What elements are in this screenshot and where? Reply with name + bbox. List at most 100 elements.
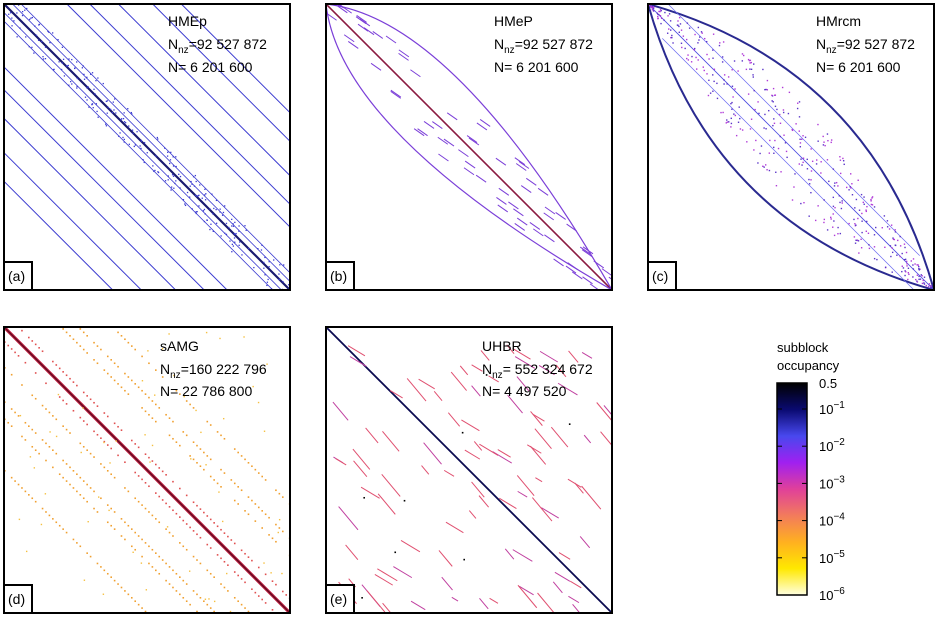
nonzero-block [148,413,150,416]
nonzero-block [10,425,13,427]
nonzero-block [726,119,728,121]
nonzero-segment [514,356,536,369]
nonzero-block [172,586,174,589]
nonzero-block [72,409,75,412]
nonzero-segment [497,204,509,213]
nonzero-block [720,111,722,114]
nonzero-block [141,504,143,506]
nonzero-block [82,480,85,482]
nonzero-segment [459,365,469,376]
nonzero-block [908,273,910,276]
nonzero-block [810,191,812,194]
nonzero-block [257,248,259,250]
nonzero-block [169,162,171,165]
nonzero-segment [66,4,290,228]
nonzero-block [735,134,738,137]
colorbar-tick-label: 10−3 [819,474,845,491]
nonzero-block [166,526,169,528]
nonzero-segment [538,364,555,376]
nonzero-block [137,446,140,449]
nonzero-block [172,509,174,512]
nonzero-block [678,16,681,19]
nonzero-block [124,372,126,375]
nonzero-block [82,407,84,409]
nonzero-block [678,25,680,28]
nonzero-block [100,497,102,500]
nonzero-block [175,180,177,182]
nonzero-block [860,238,862,241]
nonzero-block [694,33,696,36]
lower-envelope [326,4,612,290]
nonzero-block [237,600,239,603]
nonzero-block [857,240,860,242]
nonzero-block [172,420,174,423]
nonzero-block [830,141,832,144]
nonzero-block [774,105,777,108]
nonzero-block [111,111,114,114]
nonzero-block [903,243,906,245]
nonzero-block [808,215,810,217]
nonzero-segment [514,223,526,231]
nonzero-block [196,444,198,447]
nonzero-segment [382,602,392,613]
nonzero-block [863,203,865,205]
nonzero-block [866,205,868,208]
nonzero-block [168,417,171,419]
nonzero-block [203,220,206,223]
nonzero-block [223,586,226,589]
nonzero-block [106,415,109,418]
nonzero-block [731,101,733,104]
nonzero-block [824,144,826,147]
n-label: N= 6 201 600 [816,59,901,75]
nonzero-block [816,159,818,161]
nonzero-block [750,118,753,120]
nonzero-block [227,535,229,538]
nonzero-block [128,125,130,127]
nonzero-block [165,413,167,416]
nonzero-block [76,341,78,344]
nonzero-block [223,472,226,474]
nonzero-block [62,328,64,330]
nonzero-block [124,521,126,524]
nonzero-block [271,608,274,611]
nonzero-block [837,233,839,235]
nonzero-block [771,100,773,102]
nonzero-block [10,476,13,479]
nonzero-block [873,206,876,208]
nonzero-block [30,17,32,19]
nonzero-block [791,199,794,201]
nonzero-block [213,207,215,210]
nonzero-block [144,507,147,510]
nonzero-block [760,145,763,147]
nonzero-segment [393,566,413,579]
nonzero-segment [417,128,428,137]
nonzero-block [904,246,906,249]
nonzero-block [826,133,829,135]
nonzero-block [798,116,801,118]
nonzero-block [148,456,150,459]
nonzero-block [175,165,177,168]
nonzero-block [25,36,27,38]
nonzero-block [840,207,843,210]
nonzero-block [76,77,78,80]
nonzero-block [41,40,43,43]
nonzero-block [233,596,236,599]
nonzero-block [161,499,164,501]
nonzero-block [219,208,221,210]
nonzero-block [891,247,893,249]
nonzero-block [815,163,818,165]
colorbar-tick-label: 10−6 [819,586,845,603]
nonzero-block [270,572,272,574]
nonzero-segment [512,549,533,562]
panel-tag: (a) [8,268,25,284]
nonzero-block [229,610,232,613]
nonzero-block [849,186,851,188]
nonzero-block [89,452,92,455]
nonzero-block [798,163,801,165]
nonzero-block [31,340,34,342]
nonzero-block [832,205,835,208]
nonzero-block [854,223,856,225]
nonzero-block [91,72,94,74]
nonzero-block [216,554,219,556]
nonzero-block [863,196,865,198]
